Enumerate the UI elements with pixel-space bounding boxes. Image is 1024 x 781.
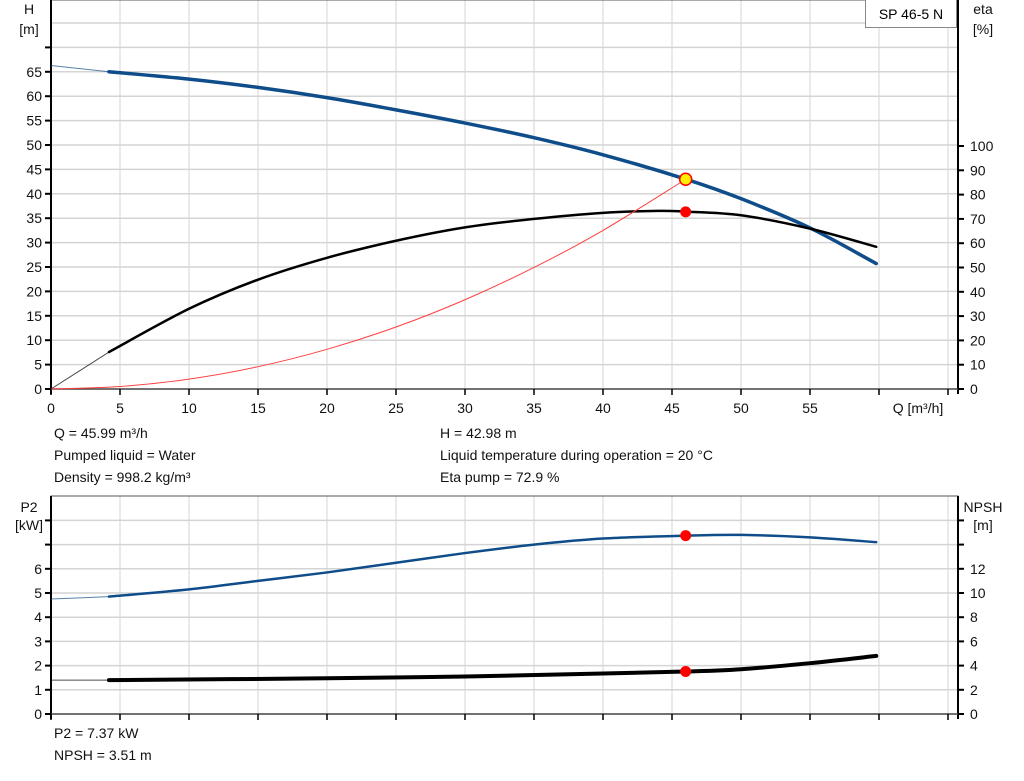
x-tick-label: 45 [664, 400, 680, 416]
y-left-tick-label: 6 [34, 561, 42, 577]
x-tick-label: 35 [526, 400, 542, 416]
y-left-tick-label: 55 [26, 113, 42, 129]
x-tick-label: 50 [733, 400, 749, 416]
y-right-tick-label: 10 [970, 357, 986, 373]
x-axis-label: Q [m³/h] [893, 400, 944, 416]
npsh-point-marker [680, 666, 692, 678]
p2-curve-extrapolated [50, 596, 109, 600]
info-head: H = 42.98 m [440, 425, 517, 441]
info-eta: Eta pump = 72.9 % [440, 469, 560, 485]
info-density: Density = 998.2 kg/m³ [54, 469, 191, 485]
y-left-tick-label: 65 [26, 64, 42, 80]
y-left-tick-label: 0 [34, 381, 42, 397]
y-right-tick-label: 100 [970, 138, 994, 154]
y-right-tick-label: 10 [970, 585, 986, 601]
y-left-axis-unit: [m] [19, 21, 38, 37]
system-curve [50, 178, 687, 390]
y-left-axis-name: H [24, 1, 34, 17]
y-right-tick-label: 12 [970, 561, 986, 577]
x-tick-label: 10 [181, 400, 197, 416]
eta-point-marker [680, 206, 692, 218]
efficiency-curve [107, 209, 878, 354]
y-right-tick-label: 8 [970, 609, 978, 625]
info-liquid: Pumped liquid = Water [54, 447, 196, 463]
info-p2: P2 = 7.37 kW [54, 725, 139, 741]
y-right-tick-label: 90 [970, 162, 986, 178]
info-temperature: Liquid temperature during operation = 20… [440, 447, 713, 463]
model-label: SP 46-5 N [865, 0, 957, 28]
x-tick-label: 20 [319, 400, 335, 416]
y-right-tick-label: 30 [970, 308, 986, 324]
p2-curve [107, 533, 878, 598]
y-right-axis-name: NPSH [964, 499, 1003, 515]
y-right-tick-label: 2 [970, 682, 978, 698]
y-right-tick-label: 20 [970, 332, 986, 348]
y-right-tick-label: 70 [970, 211, 986, 227]
y-left-tick-label: 15 [26, 308, 42, 324]
y-left-axis-name: P2 [20, 499, 37, 515]
head-curve-extrapolated [50, 64, 110, 73]
duty-point-marker [678, 172, 693, 187]
p2-point-marker [680, 530, 692, 542]
y-right-tick-label: 4 [970, 658, 978, 674]
y-left-tick-label: 10 [26, 332, 42, 348]
y-right-tick-label: 80 [970, 187, 986, 203]
head-curve [107, 70, 878, 266]
y-left-tick-label: 40 [26, 186, 42, 202]
y-right-axis-unit: [m] [973, 517, 992, 533]
y-right-tick-label: 60 [970, 235, 986, 251]
x-tick-label: 40 [595, 400, 611, 416]
info-npsh: NPSH = 3.51 m [54, 747, 152, 763]
y-right-tick-label: 0 [970, 706, 978, 722]
y-left-axis-unit: [kW] [15, 517, 43, 533]
y-left-tick-label: 50 [26, 137, 42, 153]
y-left-tick-label: 4 [34, 609, 42, 625]
x-tick-label: 0 [47, 400, 55, 416]
y-right-tick-label: 50 [970, 260, 986, 276]
y-right-tick-label: 0 [970, 381, 978, 397]
y-left-tick-label: 1 [34, 682, 42, 698]
efficiency-curve-extrapolated [50, 351, 110, 390]
y-left-tick-label: 35 [26, 210, 42, 226]
info-flow: Q = 45.99 m³/h [54, 425, 148, 441]
y-right-tick-label: 40 [970, 284, 986, 300]
y-right-tick-label: 6 [970, 633, 978, 649]
y-left-tick-label: 3 [34, 633, 42, 649]
y-left-tick-label: 45 [26, 161, 42, 177]
y-left-tick-label: 30 [26, 235, 42, 251]
y-right-axis-name: eta [973, 1, 993, 17]
y-left-tick-label: 25 [26, 259, 42, 275]
y-left-tick-label: 2 [34, 658, 42, 674]
x-tick-label: 55 [802, 400, 818, 416]
x-tick-label: 25 [388, 400, 404, 416]
x-tick-label: 15 [250, 400, 266, 416]
y-left-tick-label: 5 [34, 585, 42, 601]
y-left-tick-label: 60 [26, 88, 42, 104]
y-left-tick-label: 5 [34, 357, 42, 373]
y-left-tick-label: 20 [26, 283, 42, 299]
x-tick-label: 5 [116, 400, 124, 416]
npsh-curve [106, 653, 879, 683]
y-right-axis-unit: [%] [973, 21, 993, 37]
x-tick-label: 30 [457, 400, 473, 416]
y-left-tick-label: 0 [34, 706, 42, 722]
